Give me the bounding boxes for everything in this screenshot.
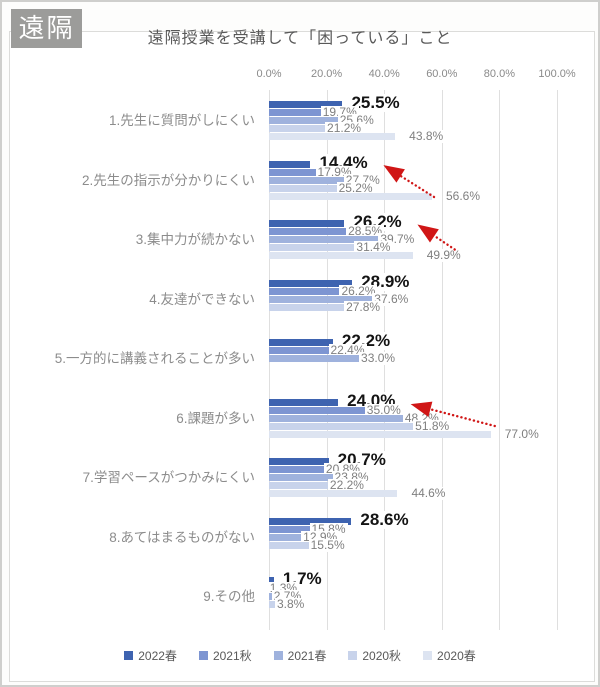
category-label: 5.一方的に講義されることが多い: [54, 351, 255, 366]
bar: [269, 466, 329, 473]
bar-value-label: 35.0%: [364, 402, 403, 417]
legend-swatch: [423, 651, 433, 660]
bar: [269, 422, 419, 430]
axis-tick-label: 60.0%: [426, 68, 458, 80]
bar-value-label: 15.5%: [308, 537, 347, 552]
bar: [269, 577, 274, 584]
bar: [269, 339, 333, 346]
legend-item: 2022春: [124, 647, 177, 664]
bar: [269, 458, 329, 465]
bar: [269, 406, 370, 414]
bar-value-label: 43.8%: [407, 129, 446, 143]
legend-label: 2020秋: [362, 649, 402, 663]
bar-value-label: 25.5%: [348, 94, 403, 112]
bar: [269, 220, 345, 227]
legend-label: 2021秋: [212, 649, 252, 663]
category-label: 3.集中力が続かない: [135, 232, 255, 247]
bar: [269, 244, 360, 251]
axis-tick-label: 20.0%: [310, 68, 343, 80]
gridline: [499, 90, 501, 630]
category-label: 4.友達ができない: [149, 291, 255, 307]
bar-value-label: 56.6%: [444, 188, 483, 203]
axis-tick-label: 40.0%: [368, 68, 400, 80]
bar: [269, 287, 345, 295]
bar: [269, 541, 314, 549]
bar: [269, 252, 413, 259]
bar-value-label: 49.9%: [424, 248, 463, 262]
legend-item: 2021春: [273, 647, 327, 664]
bar-value-label: 21.2%: [325, 121, 364, 135]
bar: [269, 303, 350, 311]
gridline: [557, 90, 558, 630]
bar: [269, 525, 315, 533]
category-label: 6.課題が多い: [176, 410, 255, 426]
bar: [269, 109, 326, 116]
legend-swatch: [124, 651, 134, 660]
bar: [269, 355, 365, 362]
legend-item: 2020秋: [348, 647, 401, 664]
bar: [269, 184, 342, 192]
bar: [269, 517, 352, 525]
bar: [269, 474, 338, 481]
legend-swatch: [348, 651, 358, 660]
chart-title: 遠隔授業を受講して「困っている」こと: [147, 30, 453, 47]
legend-item: 2021秋: [198, 647, 252, 664]
bar: [269, 117, 343, 124]
legend-label: 2022春: [138, 649, 177, 663]
bar-value-label: 3.8%: [274, 597, 307, 611]
bar-value-label: 28.5%: [346, 224, 385, 238]
bar: [269, 176, 349, 184]
bar-value-label: 33.0%: [359, 351, 398, 365]
legend-label: 2020春: [437, 649, 476, 663]
bar-value-label: 22.2%: [327, 478, 366, 492]
bar: [269, 133, 396, 140]
category-label: 9.その他: [203, 589, 255, 604]
remote-badge: 遠隔: [11, 9, 82, 48]
bar-value-label: 31.4%: [354, 240, 393, 254]
bar: [269, 168, 321, 176]
bar: [269, 228, 352, 235]
bar: [269, 101, 343, 108]
axis-tick-label: 0.0%: [256, 68, 282, 80]
bar-value-label: 44.6%: [409, 486, 448, 500]
category-label: 2.先生の指示が分かりにくい: [82, 172, 255, 188]
bar: [269, 533, 307, 541]
bar-value-label: 27.8%: [344, 299, 383, 314]
category-label: 7.学習ペースがつかみにくい: [82, 470, 255, 485]
bar: [269, 398, 339, 406]
bar: [269, 236, 384, 243]
axis-tick-label: 80.0%: [483, 68, 515, 80]
bar-value-label: 25.2%: [336, 180, 375, 195]
bar-value-label: 22.4%: [328, 343, 367, 357]
category-label: 8.あてはまるものがない: [109, 529, 255, 545]
bar-value-label: 77.0%: [502, 426, 541, 441]
bar: [269, 430, 491, 438]
bar: [269, 279, 353, 287]
bar: [269, 125, 331, 132]
bar: [269, 414, 408, 422]
category-label: 1.先生に質問がしにくい: [109, 113, 255, 128]
bar: [269, 482, 333, 489]
legend-swatch: [198, 651, 208, 660]
legend-swatch: [273, 651, 283, 660]
bar: [269, 490, 398, 497]
legend-label: 2021春: [287, 649, 327, 663]
bar: [269, 601, 280, 608]
axis-tick-label: 100.0%: [538, 68, 576, 80]
bar-value-label: 26.2%: [339, 283, 378, 298]
bar: [269, 347, 334, 354]
bar: [269, 295, 378, 303]
gridline: [441, 90, 443, 630]
bar: [269, 192, 432, 200]
legend: 2022春 2021秋 2021春 2020秋 2020春: [2, 647, 598, 664]
bar: [269, 160, 311, 168]
bar-value-label: 28.6%: [357, 510, 412, 529]
legend-item: 2020春: [423, 647, 476, 664]
